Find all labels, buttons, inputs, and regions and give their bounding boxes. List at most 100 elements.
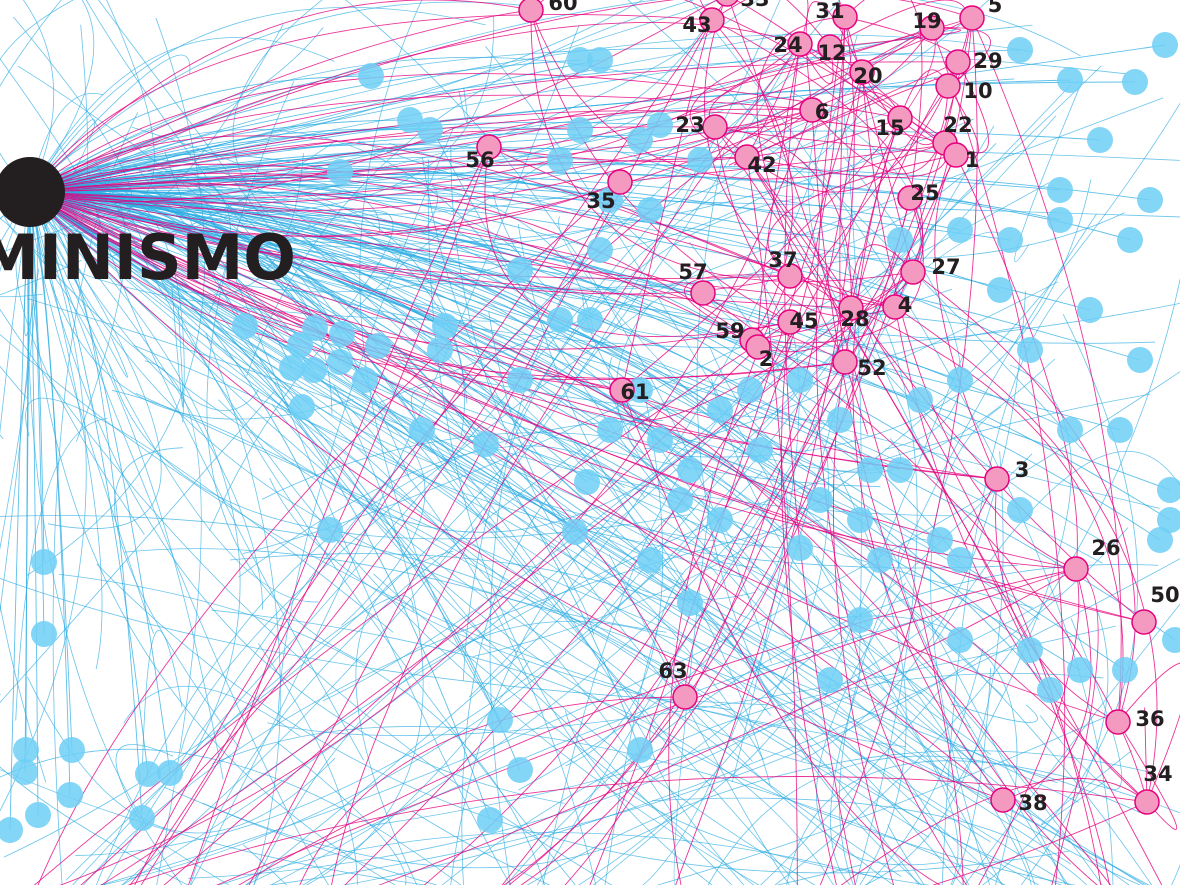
edge	[1144, 707, 1148, 803]
edge	[29, 191, 1145, 623]
edge	[450, 145, 895, 885]
edge	[800, 290, 1026, 762]
node-label: 25	[910, 181, 939, 205]
edge	[627, 399, 672, 456]
node-label: 60	[548, 0, 577, 15]
edge	[0, 748, 462, 885]
node-label: 63	[658, 659, 687, 683]
node	[427, 337, 453, 363]
edge	[258, 238, 1103, 885]
edge	[96, 563, 1070, 874]
edge	[232, 393, 1150, 797]
node-label: 43	[682, 13, 711, 37]
node	[947, 627, 973, 653]
node	[1087, 127, 1113, 153]
edge	[422, 157, 758, 569]
node-label: 29	[973, 49, 1002, 73]
edges	[29, 0, 1180, 885]
edge	[29, 47, 1127, 193]
node	[547, 147, 573, 173]
node	[1067, 657, 1093, 683]
node	[997, 227, 1023, 253]
node-label: 10	[963, 79, 992, 103]
edge	[615, 301, 695, 511]
edge	[840, 86, 862, 681]
edge	[29, 191, 259, 411]
node	[1134, 789, 1160, 815]
node	[857, 457, 883, 483]
edge	[29, 172, 753, 341]
node	[887, 457, 913, 483]
edge	[268, 527, 1129, 885]
edge	[934, 154, 998, 480]
node	[677, 457, 703, 483]
edge	[29, 27, 933, 212]
edge	[621, 271, 914, 421]
edge	[608, 553, 791, 885]
node	[817, 667, 843, 693]
edge	[134, 27, 933, 885]
node	[1107, 417, 1133, 443]
edge	[189, 430, 610, 885]
edge	[912, 271, 1136, 723]
node-label: 37	[768, 248, 797, 272]
edge	[124, 548, 1147, 885]
node-label: 23	[675, 113, 704, 137]
edge	[808, 110, 1113, 548]
edge	[864, 451, 1004, 885]
edge	[0, 308, 613, 885]
node	[397, 107, 423, 133]
edge	[29, 191, 923, 695]
node	[1063, 556, 1089, 582]
edge	[29, 191, 1004, 801]
node	[57, 782, 83, 808]
edge	[29, 0, 759, 195]
node	[900, 259, 926, 285]
edge	[261, 432, 1040, 621]
node	[289, 394, 315, 420]
edge	[29, 189, 767, 512]
node	[417, 117, 443, 143]
edge	[29, 188, 1141, 361]
node	[1047, 207, 1073, 233]
edge	[861, 71, 1077, 570]
node-label: 27	[931, 255, 960, 279]
node	[476, 134, 502, 160]
edge	[852, 117, 1004, 801]
node	[562, 519, 588, 545]
edge	[29, 191, 1121, 431]
node	[1157, 507, 1180, 533]
node	[1131, 609, 1157, 635]
node	[745, 334, 771, 360]
edge	[131, 126, 465, 439]
edge	[714, 126, 852, 309]
node	[365, 333, 391, 359]
edge	[29, 191, 791, 295]
edge	[129, 146, 490, 885]
node	[987, 277, 1013, 303]
node	[587, 47, 613, 73]
node	[1057, 417, 1083, 443]
edge	[65, 595, 414, 881]
edge	[518, 443, 789, 791]
edge	[29, 191, 1077, 570]
edge	[1002, 568, 1092, 801]
node	[947, 217, 973, 243]
edge	[757, 43, 801, 348]
node	[1047, 177, 1073, 203]
node	[301, 357, 327, 383]
node-label: 4	[898, 293, 913, 317]
edge	[971, 17, 1122, 723]
node	[507, 757, 533, 783]
node-label: 33	[740, 0, 769, 11]
edge	[829, 27, 962, 48]
edge	[29, 191, 651, 561]
edge	[711, 0, 809, 158]
edge	[29, 191, 1148, 803]
edge	[865, 648, 984, 885]
node	[787, 31, 813, 57]
node	[487, 707, 513, 733]
edge	[1117, 662, 1180, 803]
edge	[29, 172, 1131, 241]
node	[352, 367, 378, 393]
